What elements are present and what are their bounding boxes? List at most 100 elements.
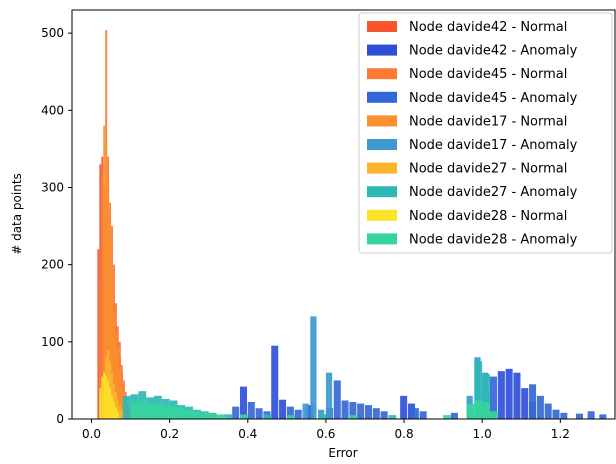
histogram-bar [552, 409, 560, 419]
legend-label: Node davide42 - Normal [409, 20, 567, 35]
histogram-bar [232, 406, 240, 419]
histogram-bar [113, 310, 115, 419]
legend-label: Node davide17 - Normal [409, 114, 567, 129]
series-4-bars [232, 376, 607, 419]
histogram-bar [185, 409, 194, 419]
x-tick-label: 0.8 [395, 427, 414, 441]
histogram-bar [489, 376, 498, 419]
histogram-bar [116, 349, 119, 419]
histogram-bar [419, 411, 427, 419]
y-tick-label: 0 [56, 412, 64, 426]
y-tick-label: 400 [41, 103, 64, 117]
series-6-bars [302, 316, 489, 419]
histogram-bar [364, 405, 373, 419]
legend-swatch [367, 186, 397, 198]
legend-label: Node davide45 - Anomaly [409, 91, 578, 106]
histogram-bar [116, 411, 119, 419]
plot-frame [71, 9, 616, 420]
histogram-bar [294, 409, 302, 419]
legend-label: Node davide42 - Anomaly [409, 44, 578, 59]
histogram-bar [130, 402, 139, 419]
histogram-bar [587, 411, 595, 419]
histogram-bar [489, 411, 498, 419]
y-axis-label: # data points [10, 173, 24, 255]
histogram-bar [138, 400, 147, 419]
histogram-bar [302, 403, 309, 419]
histogram-bar [286, 406, 294, 419]
histogram-bar [161, 405, 170, 419]
histogram-bar [560, 412, 568, 419]
histogram-bar [255, 408, 263, 419]
histogram-bar [400, 395, 408, 419]
histogram-bar [146, 403, 155, 419]
histogram-bar [450, 412, 458, 419]
y-tick-label: 200 [41, 258, 64, 272]
histogram-bar [120, 381, 123, 419]
histogram-bar [325, 372, 333, 419]
y-axis: 0 100 200 300 400 500 [41, 26, 72, 426]
histogram-bar [111, 395, 114, 419]
histogram-bar [105, 141, 108, 419]
histogram-bar [263, 414, 272, 419]
histogram-bar [474, 361, 483, 419]
histogram-bar [466, 403, 475, 419]
histogram-bar [177, 407, 186, 419]
x-tick-label: 0.2 [160, 427, 179, 441]
histogram-bar [114, 407, 117, 419]
legend-swatch [367, 115, 397, 127]
legend-swatch [367, 68, 397, 80]
histogram-bar [333, 380, 341, 419]
histogram-bar [216, 414, 225, 419]
histogram-bar [271, 345, 279, 419]
histogram-bar [154, 403, 162, 419]
histogram-bar [482, 374, 490, 419]
legend: Node davide42 - Normal Node davide42 - An… [358, 12, 613, 254]
x-axis: 0.0 0.2 0.4 0.6 0.8 1.0 1.2 [82, 419, 570, 441]
legend-label: Node davide28 - Anomaly [409, 232, 578, 247]
histogram-bar [513, 372, 521, 419]
histogram-bar [544, 403, 552, 419]
legend-label: Node davide45 - Normal [409, 67, 567, 82]
histogram-bar [116, 399, 119, 419]
legend-swatch [367, 162, 397, 174]
x-tick-label: 1.2 [551, 427, 570, 441]
histogram-bar [474, 399, 483, 419]
histogram-bar [310, 316, 317, 419]
histogram-bar [599, 414, 607, 419]
histogram-bar [407, 403, 415, 419]
legend-swatch [367, 209, 397, 221]
histogram-bar [105, 376, 108, 419]
histogram-bar [497, 371, 505, 419]
histogram-bar [99, 388, 102, 419]
histogram-bar [388, 415, 397, 419]
histogram-bar [169, 406, 178, 419]
legend-swatch [367, 139, 397, 150]
legend-swatch [367, 21, 397, 32]
legend-label: Node davide28 - Normal [409, 209, 567, 224]
histogram-bar [114, 334, 117, 419]
histogram-bar [109, 388, 112, 419]
histogram-bar [224, 414, 233, 419]
legend-swatch [367, 91, 397, 103]
histogram-bar [113, 384, 115, 419]
series-9-bars [99, 372, 119, 419]
x-tick-label: 1.0 [473, 427, 492, 441]
histogram-bars [97, 30, 607, 420]
histogram-bar [99, 280, 102, 419]
histogram-bar [247, 402, 255, 419]
legend-swatch [367, 44, 397, 56]
legend-label: Node davide27 - Anomaly [409, 185, 578, 200]
histogram-bar [318, 414, 326, 419]
histogram-bar [536, 395, 544, 419]
histogram-bar [279, 399, 287, 419]
histogram-bar [109, 226, 112, 419]
histogram-bar [107, 187, 110, 419]
histogram-bar [114, 391, 117, 419]
histogram-bar [193, 411, 201, 419]
histogram-bar [120, 409, 123, 419]
series-10-bars [130, 399, 498, 419]
histogram-bar [372, 408, 380, 419]
histogram-bar [306, 405, 314, 419]
histogram-bar [107, 380, 110, 419]
